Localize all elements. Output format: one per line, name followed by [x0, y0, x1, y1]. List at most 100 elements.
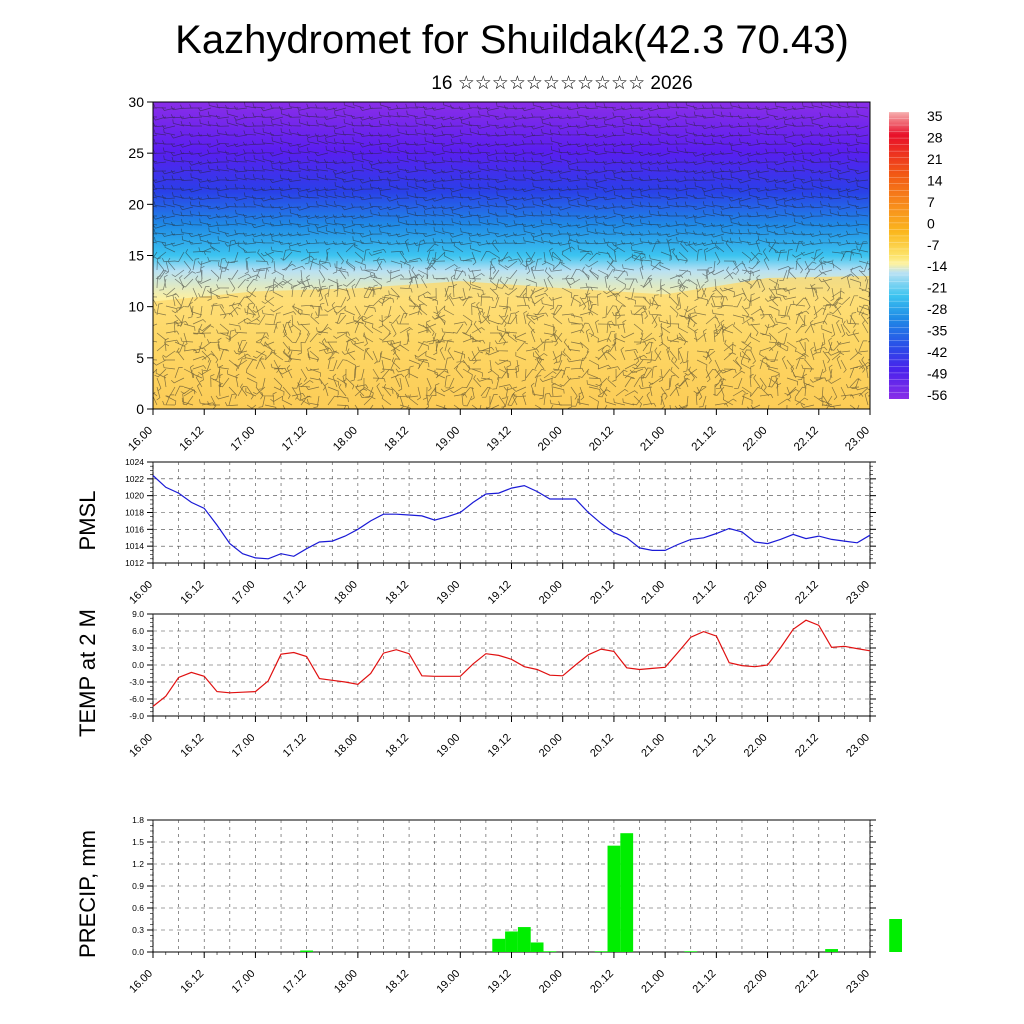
wind-barb [388, 290, 401, 298]
wind-barb [683, 373, 689, 388]
wind-barb [496, 165, 509, 172]
wind-barb [269, 232, 284, 237]
wind-barb [462, 332, 474, 342]
wind-barb [781, 355, 788, 370]
wind-barb [288, 354, 302, 361]
wind-barb [406, 191, 419, 199]
y-tick-label: 20 [128, 196, 144, 212]
wind-barb [720, 210, 734, 217]
x-tick-label: 18.12 [383, 579, 411, 607]
wind-barb [351, 203, 365, 208]
wind-barb [183, 271, 196, 280]
wind-barb [854, 240, 869, 245]
wind-barb [711, 309, 725, 316]
wind-barb [161, 124, 176, 129]
wind-barb [858, 362, 870, 370]
wind-barb [615, 295, 626, 307]
wind-barb [548, 195, 563, 200]
wind-barb [153, 359, 167, 366]
wind-barb [477, 183, 491, 190]
wind-barb [559, 154, 572, 163]
wind-barb [801, 102, 815, 109]
wind-barb [197, 260, 212, 265]
wind-barb [498, 314, 509, 325]
wind-barb [503, 366, 518, 371]
wind-barb [593, 159, 608, 164]
wind-barb [387, 111, 401, 118]
wind-barb [325, 200, 338, 208]
wind-barb [766, 226, 779, 235]
wind-barb [685, 128, 698, 136]
wind-barb [408, 257, 423, 262]
wind-barb [307, 156, 320, 163]
wind-barb [183, 389, 197, 397]
colorbar-label: -14 [927, 258, 947, 274]
wind-barb [359, 393, 374, 398]
wind-barb [861, 278, 869, 291]
wind-barb [765, 148, 779, 154]
wind-barb [180, 166, 194, 172]
wind-barb [331, 301, 338, 316]
wind-barb [856, 228, 869, 235]
wind-barb [391, 357, 401, 370]
wind-barb [601, 346, 608, 361]
wind-barb [197, 169, 212, 174]
wind-barb [693, 332, 707, 341]
wind-barb [246, 359, 257, 370]
wind-barb [638, 122, 653, 128]
series-line [152, 475, 871, 560]
wind-barb [795, 397, 809, 406]
x-tick-label: 20.00 [537, 968, 565, 996]
wind-barb [444, 286, 453, 298]
wind-barb [554, 330, 563, 343]
wind-barb [378, 314, 392, 323]
wind-barb [650, 261, 662, 271]
wind-barb [714, 287, 724, 300]
wind-barb [243, 248, 257, 253]
wind-barb [578, 368, 590, 378]
wind-barb [442, 147, 455, 154]
wind-barb [840, 386, 847, 401]
wind-barb [703, 328, 707, 343]
wind-barb [760, 384, 770, 397]
wind-barb [647, 107, 662, 112]
wind-barb [296, 106, 311, 111]
wind-barb [723, 260, 737, 265]
x-tick-label: 17.12 [281, 968, 309, 996]
wind-barb [660, 287, 671, 299]
wind-barb [813, 287, 819, 302]
wind-barb [337, 296, 347, 308]
wind-barb [595, 218, 608, 226]
wind-barb [646, 350, 653, 364]
wind-barb [494, 186, 509, 191]
wind-barb [502, 296, 509, 310]
wind-barb [809, 377, 824, 383]
wind-barb [400, 278, 413, 283]
x-tick-label: 19.12 [486, 579, 514, 607]
wind-barb [359, 143, 374, 148]
wind-barb [219, 332, 231, 341]
x-tick-label: 18.12 [382, 425, 411, 454]
wind-barb [206, 223, 221, 228]
wind-barb [476, 142, 491, 147]
wind-barb [264, 284, 279, 289]
wind-barb [513, 156, 527, 163]
wind-barb [224, 259, 239, 264]
wind-barb [426, 266, 432, 280]
wind-barb [196, 260, 203, 274]
wind-barb [829, 138, 842, 145]
wind-barb [468, 174, 482, 181]
wind-barb [813, 305, 818, 320]
wind-barb [182, 391, 187, 406]
colorbar-label: -7 [927, 237, 940, 253]
wind-barb [376, 383, 383, 397]
wind-barb [494, 178, 509, 183]
wind-barb [505, 155, 518, 163]
wind-barb [300, 323, 310, 336]
wind-barb [494, 115, 509, 120]
wind-barb [667, 238, 672, 253]
wind-barb [180, 337, 194, 343]
wind-barb [521, 134, 536, 138]
wind-barb [741, 395, 753, 405]
wind-barb [585, 121, 599, 127]
